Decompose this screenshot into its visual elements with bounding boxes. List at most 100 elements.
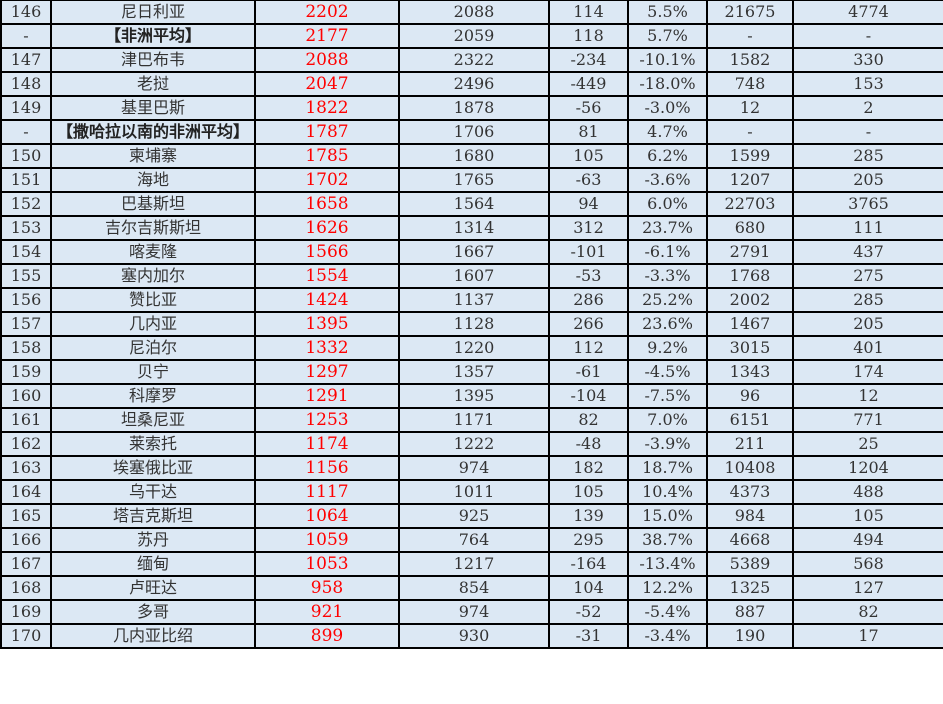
change-cell: -48 — [548, 431, 629, 457]
total-cell: 2002 — [706, 287, 794, 313]
rank-cell: 154 — [0, 239, 52, 265]
table-row: 150 柬埔寨 1785 1680 105 6.2% 1599 285 — [0, 143, 943, 169]
country-cell: 贝宁 — [50, 359, 256, 385]
previous-value-cell: 1878 — [398, 95, 550, 121]
change-percent-cell: 9.2% — [627, 335, 708, 361]
value-cell: 1059 — [254, 527, 400, 553]
table-row: 160 科摩罗 1291 1395 -104 -7.5% 96 12 — [0, 383, 943, 409]
country-cell: 喀麦隆 — [50, 239, 256, 265]
rank-cell: 163 — [0, 455, 52, 481]
total-cell: 1343 — [706, 359, 794, 385]
change-cell: -61 — [548, 359, 629, 385]
previous-value-cell: 925 — [398, 503, 550, 529]
rank-cell: 159 — [0, 359, 52, 385]
change-percent-cell: -3.9% — [627, 431, 708, 457]
sub-total-cell: 153 — [792, 71, 943, 97]
change-percent-cell: -18.0% — [627, 71, 708, 97]
total-cell: 1768 — [706, 263, 794, 289]
country-cell: 海地 — [50, 167, 256, 193]
sub-total-cell: 105 — [792, 503, 943, 529]
change-cell: 112 — [548, 335, 629, 361]
sub-total-cell: 488 — [792, 479, 943, 505]
total-cell: 4373 — [706, 479, 794, 505]
table-row: 165 塔吉克斯坦 1064 925 139 15.0% 984 105 — [0, 503, 943, 529]
total-cell: 4668 — [706, 527, 794, 553]
table-body: 146 尼日利亚 2202 2088 114 5.5% 21675 4774- 【非洲平均】 21… — [0, 0, 943, 649]
value-cell: 1053 — [254, 551, 400, 577]
previous-value-cell: 2496 — [398, 71, 550, 97]
table-row: 157 几内亚 1395 1128 266 23.6% 1467 205 — [0, 311, 943, 337]
country-cell: 乌干达 — [50, 479, 256, 505]
total-cell: 1467 — [706, 311, 794, 337]
table-row: 166 苏丹 1059 764 295 38.7% 4668 494 — [0, 527, 943, 553]
change-percent-cell: 7.0% — [627, 407, 708, 433]
country-cell: 赞比亚 — [50, 287, 256, 313]
total-cell: 680 — [706, 215, 794, 241]
rank-cell: 146 — [0, 0, 52, 25]
total-cell: 1599 — [706, 143, 794, 169]
change-cell: -101 — [548, 239, 629, 265]
country-cell: 柬埔寨 — [50, 143, 256, 169]
previous-value-cell: 2322 — [398, 47, 550, 73]
country-cell: 尼泊尔 — [50, 335, 256, 361]
change-cell: -449 — [548, 71, 629, 97]
rank-cell: 165 — [0, 503, 52, 529]
country-cell: 多哥 — [50, 599, 256, 625]
previous-value-cell: 1395 — [398, 383, 550, 409]
sub-total-cell: 3765 — [792, 191, 943, 217]
country-cell: 科摩罗 — [50, 383, 256, 409]
sub-total-cell: 285 — [792, 287, 943, 313]
average-row: - 【非洲平均】 2177 2059 118 5.7% - - — [0, 23, 943, 49]
change-cell: 104 — [548, 575, 629, 601]
rank-cell: 148 — [0, 71, 52, 97]
previous-value-cell: 1220 — [398, 335, 550, 361]
table-row: 156 赞比亚 1424 1137 286 25.2% 2002 285 — [0, 287, 943, 313]
value-cell: 2202 — [254, 0, 400, 25]
table-row: 151 海地 1702 1765 -63 -3.6% 1207 205 — [0, 167, 943, 193]
rank-cell: - — [0, 119, 52, 145]
value-cell: 921 — [254, 599, 400, 625]
previous-value-cell: 1607 — [398, 263, 550, 289]
table-row: 159 贝宁 1297 1357 -61 -4.5% 1343 174 — [0, 359, 943, 385]
change-cell: -164 — [548, 551, 629, 577]
change-percent-cell: -3.4% — [627, 623, 708, 649]
country-cell: 莱索托 — [50, 431, 256, 457]
sub-total-cell: 2 — [792, 95, 943, 121]
value-cell: 2047 — [254, 71, 400, 97]
value-cell: 1785 — [254, 143, 400, 169]
change-percent-cell: 38.7% — [627, 527, 708, 553]
value-cell: 1566 — [254, 239, 400, 265]
previous-value-cell: 974 — [398, 455, 550, 481]
value-cell: 1297 — [254, 359, 400, 385]
previous-value-cell: 764 — [398, 527, 550, 553]
total-cell: 984 — [706, 503, 794, 529]
value-cell: 1658 — [254, 191, 400, 217]
previous-value-cell: 1011 — [398, 479, 550, 505]
sub-total-cell: 25 — [792, 431, 943, 457]
change-percent-cell: 5.7% — [627, 23, 708, 49]
rank-cell: 153 — [0, 215, 52, 241]
change-cell: 312 — [548, 215, 629, 241]
sub-total-cell: 1204 — [792, 455, 943, 481]
table-row: 155 塞内加尔 1554 1607 -53 -3.3% 1768 275 — [0, 263, 943, 289]
previous-value-cell: 854 — [398, 575, 550, 601]
country-cell: 苏丹 — [50, 527, 256, 553]
table-row: 158 尼泊尔 1332 1220 112 9.2% 3015 401 — [0, 335, 943, 361]
change-percent-cell: 15.0% — [627, 503, 708, 529]
value-cell: 1395 — [254, 311, 400, 337]
value-cell: 958 — [254, 575, 400, 601]
change-cell: 105 — [548, 143, 629, 169]
sub-total-cell: 275 — [792, 263, 943, 289]
total-cell: 1325 — [706, 575, 794, 601]
value-cell: 2177 — [254, 23, 400, 49]
change-cell: 81 — [548, 119, 629, 145]
change-percent-cell: -7.5% — [627, 383, 708, 409]
previous-value-cell: 1680 — [398, 143, 550, 169]
change-cell: -56 — [548, 95, 629, 121]
previous-value-cell: 1667 — [398, 239, 550, 265]
change-percent-cell: 18.7% — [627, 455, 708, 481]
previous-value-cell: 974 — [398, 599, 550, 625]
value-cell: 899 — [254, 623, 400, 649]
country-cell: 埃塞俄比亚 — [50, 455, 256, 481]
total-cell: 21675 — [706, 0, 794, 25]
